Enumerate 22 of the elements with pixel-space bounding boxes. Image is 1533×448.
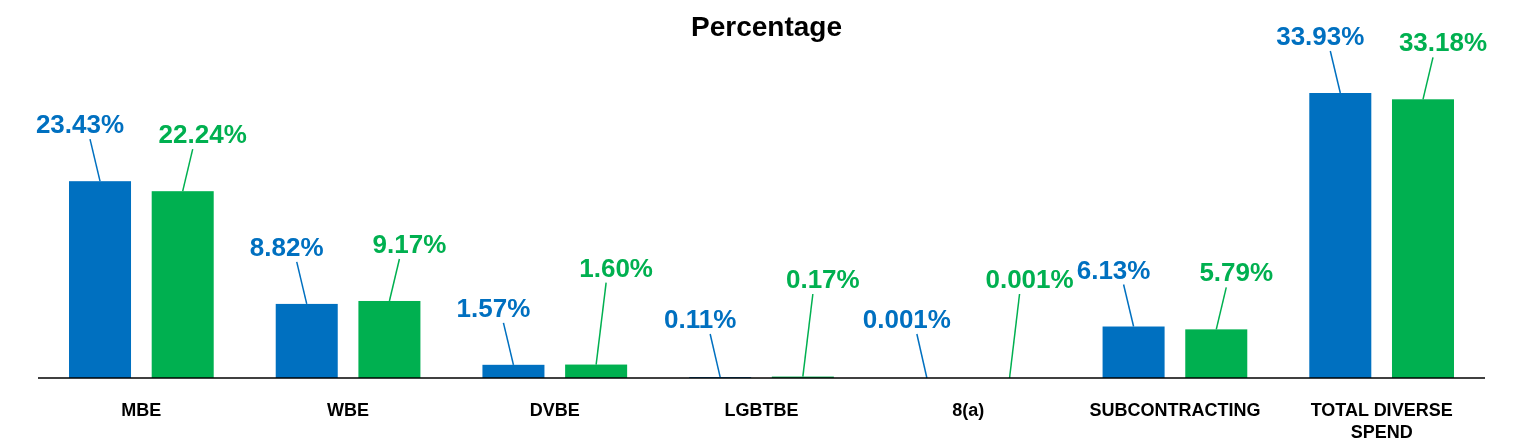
x-tick-label: TOTAL DIVERSE SPEND bbox=[1310, 400, 1453, 442]
chart-title: Percentage bbox=[691, 11, 842, 42]
x-tick-label: SUBCONTRACTING bbox=[1089, 400, 1261, 420]
data-label: 0.17% bbox=[785, 264, 860, 294]
data-label: 0.001% bbox=[985, 264, 1074, 294]
data-label: 33.93% bbox=[1276, 21, 1365, 51]
x-tick-label: 8(a) bbox=[952, 400, 985, 420]
data-label: 5.79% bbox=[1199, 257, 1274, 288]
data-label: 0.001% bbox=[862, 304, 951, 334]
data-label: 6.13% bbox=[1076, 254, 1151, 285]
data-label: 23.43% bbox=[35, 109, 125, 140]
data-label: 1.57% bbox=[456, 292, 531, 323]
data-label: 9.17% bbox=[372, 228, 447, 259]
x-tick-label: LGBTBE bbox=[724, 400, 799, 420]
x-tick-label: WBE bbox=[327, 400, 370, 420]
data-label: 0.11% bbox=[664, 304, 737, 334]
x-tick-label: DVBE bbox=[529, 400, 580, 420]
x-tick-label: MBE bbox=[121, 400, 162, 420]
data-label: 33.18% bbox=[1398, 27, 1488, 58]
data-label: 8.82% bbox=[249, 231, 324, 262]
data-label: 22.24% bbox=[158, 119, 247, 150]
data-label: 1.60% bbox=[579, 252, 653, 283]
